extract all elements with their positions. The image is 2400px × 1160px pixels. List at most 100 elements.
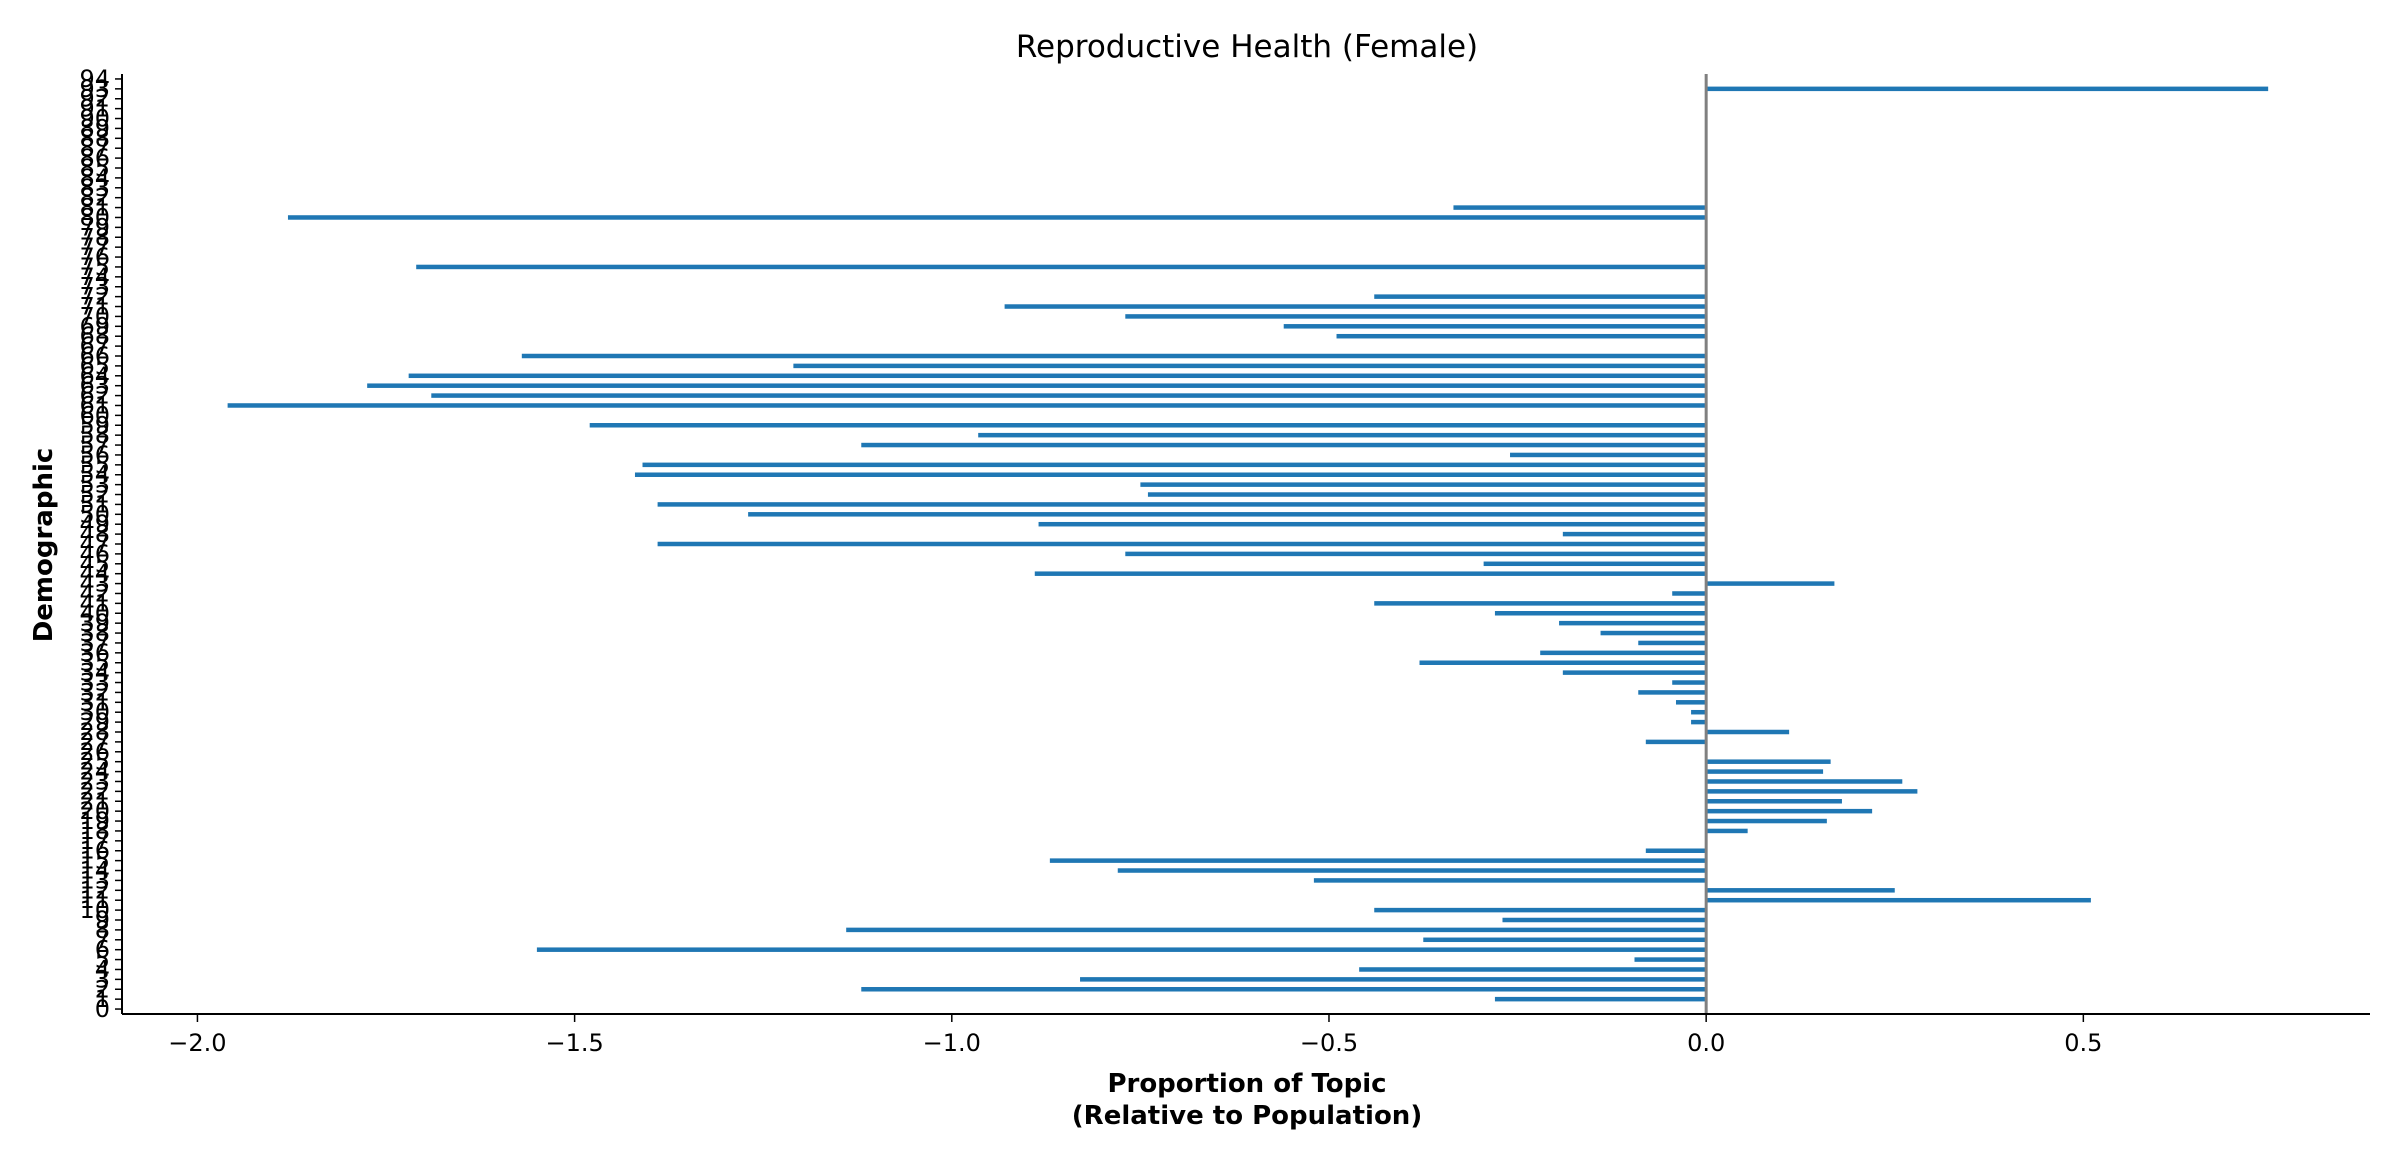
- bar-81: [1453, 205, 1707, 210]
- bar-33: [1672, 680, 1707, 685]
- x-tick-label: 0.5: [2064, 1029, 2102, 1057]
- x-axis-label-line-1: Proportion of Topic: [1107, 1069, 1386, 1099]
- y-tick-label-19: 19: [79, 807, 110, 835]
- y-tick-label-32: 32: [79, 678, 110, 706]
- y-tick-label-46: 46: [79, 540, 110, 568]
- y-tick-label-78: 78: [79, 223, 110, 251]
- bar-14: [1117, 868, 1707, 873]
- y-tick-label-84: 84: [79, 164, 110, 192]
- y-tick-label-37: 37: [79, 629, 110, 657]
- bar-4: [1359, 967, 1707, 972]
- bar-55: [642, 462, 1707, 468]
- y-tick-label-65: 65: [79, 352, 110, 380]
- bar-75: [416, 264, 1707, 270]
- y-tick-label-68: 68: [79, 322, 110, 350]
- y-tick-label-74: 74: [79, 263, 110, 291]
- bar-29: [1691, 719, 1707, 725]
- y-tick-label-79: 79: [79, 213, 110, 241]
- bar-32: [1638, 690, 1707, 695]
- y-tick-label-14: 14: [79, 857, 110, 885]
- bar-15: [1049, 858, 1707, 863]
- y-tick-label-21: 21: [79, 787, 110, 815]
- bar-16: [1645, 848, 1707, 853]
- y-axis-label: Demographic: [29, 448, 59, 643]
- bar-58: [978, 432, 1707, 438]
- y-tick-label-3: 3: [95, 965, 110, 993]
- y-tick-label-94: 94: [79, 65, 110, 93]
- bar-56: [1510, 452, 1707, 458]
- y-tick-label-90: 90: [79, 105, 110, 133]
- y-tick-label-51: 51: [79, 490, 110, 518]
- y-tick-label-70: 70: [79, 302, 110, 330]
- y-tick-label-75: 75: [79, 253, 110, 281]
- y-tick-label-59: 59: [79, 411, 110, 439]
- y-tick-label-20: 20: [79, 797, 110, 825]
- bar-9: [1502, 917, 1707, 923]
- y-tick-label-42: 42: [79, 579, 110, 607]
- y-tick-label-55: 55: [79, 451, 110, 479]
- bar-49: [1038, 521, 1707, 527]
- y-tick-label-18: 18: [79, 817, 110, 845]
- y-tick-label-5: 5: [95, 946, 110, 974]
- bar-20: [1706, 808, 1873, 814]
- y-tick-label-16: 16: [79, 837, 110, 865]
- y-tick-label-93: 93: [79, 75, 110, 103]
- y-tick-label-8: 8: [95, 916, 110, 944]
- bar-66: [521, 353, 1707, 359]
- y-tick-label-69: 69: [79, 312, 110, 340]
- y-tick-label-73: 73: [79, 273, 110, 301]
- bar-72: [1374, 294, 1707, 299]
- bar-80: [287, 215, 1707, 220]
- y-tick-label-71: 71: [79, 293, 110, 321]
- y-tick-label-49: 49: [79, 510, 110, 538]
- bar-25: [1706, 759, 1831, 764]
- bar-40: [1494, 611, 1707, 616]
- y-tick-label-72: 72: [79, 283, 110, 311]
- y-tick-label-92: 92: [79, 85, 110, 113]
- y-tick-label-56: 56: [79, 441, 110, 469]
- y-tick-label-10: 10: [79, 896, 110, 924]
- bar-50: [748, 512, 1707, 517]
- bar-64: [408, 373, 1707, 379]
- y-tick-label-87: 87: [79, 134, 110, 162]
- bar-65: [793, 363, 1707, 369]
- bar-5: [1634, 957, 1707, 962]
- bar-1: [1494, 996, 1707, 1002]
- y-tick-label-86: 86: [79, 144, 110, 172]
- y-tick-label-67: 67: [79, 332, 110, 360]
- y-tick-label-47: 47: [79, 530, 110, 558]
- y-tick-label-63: 63: [79, 372, 110, 400]
- y-tick-label-61: 61: [79, 391, 110, 419]
- y-tick-label-7: 7: [95, 926, 110, 954]
- bar-61: [227, 403, 1707, 408]
- bar-27: [1645, 739, 1707, 745]
- y-tick-label-43: 43: [79, 570, 110, 598]
- chart-title: Reproductive Health (Female): [1016, 29, 1478, 65]
- bar-35: [1419, 660, 1707, 665]
- y-tick-label-4: 4: [95, 955, 110, 983]
- x-axis-label-line-2: (Relative to Population): [1072, 1101, 1422, 1131]
- bar-28: [1706, 729, 1790, 735]
- y-tick-label-12: 12: [79, 876, 110, 904]
- y-tick-label-22: 22: [79, 777, 110, 805]
- bar-51: [657, 502, 1707, 507]
- y-tick-label-66: 66: [79, 342, 110, 370]
- bar-42: [1672, 591, 1707, 596]
- y-tick-label-83: 83: [79, 174, 110, 202]
- bar-43: [1706, 581, 1835, 586]
- bar-12: [1706, 888, 1895, 893]
- y-axis-ticks: 0123456789101112131415161718192021222324…: [79, 65, 122, 1023]
- bar-62: [431, 393, 1707, 398]
- bar-19: [1706, 818, 1827, 824]
- bar-70: [1125, 314, 1707, 319]
- y-tick-label-34: 34: [79, 659, 110, 687]
- y-tick-label-15: 15: [79, 847, 110, 875]
- y-tick-label-60: 60: [79, 401, 110, 429]
- x-tick-label: −1.0: [923, 1029, 981, 1057]
- y-tick-label-38: 38: [79, 619, 110, 647]
- y-tick-label-35: 35: [79, 649, 110, 677]
- x-axis-ticks: −2.0 −1.5 −1.0 −0.5 0.0 0.5: [168, 1014, 2102, 1057]
- bar-8: [846, 927, 1707, 933]
- y-tick-label-11: 11: [79, 886, 110, 914]
